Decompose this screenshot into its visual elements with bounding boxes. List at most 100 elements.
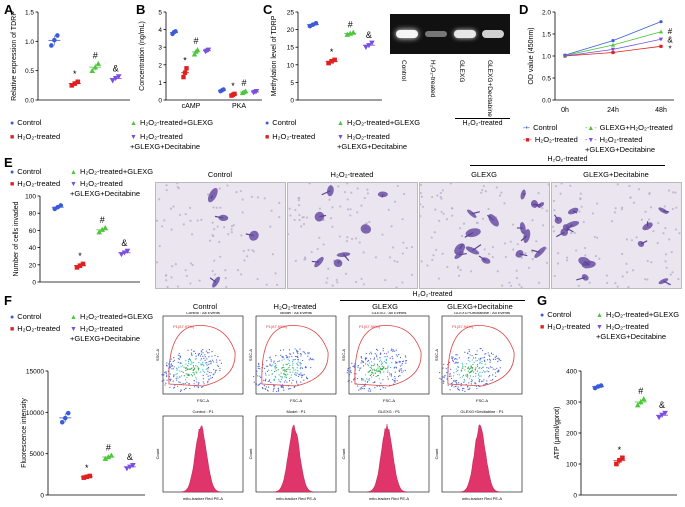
data-point [96, 229, 103, 235]
pore [185, 274, 188, 277]
event-dot [289, 369, 291, 371]
event-dot [377, 367, 379, 369]
pore [503, 202, 506, 205]
data-point [658, 29, 664, 34]
data-point [610, 42, 616, 47]
y-tick-label: 10000 [26, 410, 44, 417]
y-axis-label: Count [155, 448, 160, 460]
pore [487, 252, 491, 256]
pore [344, 272, 348, 275]
event-dot [307, 378, 309, 380]
event-dot [294, 358, 296, 361]
event-dot [303, 374, 305, 376]
event-dot [286, 356, 289, 358]
pore [613, 211, 617, 214]
event-dot [499, 367, 501, 369]
data-point [81, 475, 87, 480]
pore [256, 196, 260, 199]
pore [431, 258, 434, 262]
event-dot [278, 360, 280, 362]
event-dot [186, 369, 188, 371]
event-dot [180, 389, 182, 391]
pore [663, 205, 666, 208]
pore [579, 197, 582, 200]
event-dot [197, 354, 200, 356]
cell-process [471, 211, 480, 215]
data-point [232, 91, 237, 97]
event-dot [394, 350, 396, 352]
event-dot [401, 371, 403, 374]
event-dot [266, 370, 269, 372]
event-dot [496, 367, 498, 369]
pore [508, 281, 511, 284]
significance-mark: & [113, 64, 119, 74]
event-dot [255, 383, 257, 385]
data-point [221, 87, 226, 92]
histogram-peak [366, 424, 408, 493]
event-dot [439, 377, 441, 379]
event-dot [172, 380, 174, 382]
pore [674, 191, 677, 194]
chart-e: 0 20 40 60 80 100 Number of cells invaded * # & [13, 194, 140, 287]
event-dot [494, 368, 496, 371]
pore [241, 211, 244, 214]
circle-icon: ● [10, 314, 15, 321]
event-dot [458, 389, 461, 391]
event-dot [362, 361, 364, 363]
event-dot [301, 367, 304, 369]
event-dot [469, 387, 471, 389]
event-dot [161, 380, 163, 382]
event-dot [467, 370, 469, 372]
pore [356, 187, 359, 190]
event-dot [382, 386, 384, 389]
micro-title: H₂O₂-treated [330, 170, 374, 179]
event-dot [467, 385, 469, 388]
pore [298, 218, 301, 222]
invaded-cell [534, 246, 546, 258]
event-dot [455, 380, 458, 382]
pore [363, 196, 366, 200]
event-dot [368, 359, 370, 362]
event-dot [356, 385, 359, 387]
pore [368, 220, 371, 224]
event-dot [204, 359, 206, 361]
event-dot [176, 368, 178, 370]
event-dot [189, 359, 192, 361]
event-dot [384, 356, 386, 358]
event-dot [296, 363, 298, 365]
event-dot [456, 358, 458, 360]
pore [588, 281, 591, 284]
cell-process [343, 254, 350, 262]
event-dot [267, 365, 269, 367]
event-dot [278, 378, 280, 380]
pore [437, 277, 440, 280]
event-dot [453, 358, 456, 360]
event-dot [186, 368, 188, 370]
event-dot [352, 379, 355, 381]
pore [318, 236, 321, 239]
event-dot [204, 356, 206, 358]
event-dot [392, 349, 394, 351]
event-dot [287, 373, 289, 375]
event-dot [380, 359, 382, 361]
event-dot [448, 375, 451, 377]
event-dot [476, 388, 478, 390]
event-dot [379, 372, 381, 374]
pore [242, 249, 245, 253]
invaded-cell [467, 209, 477, 218]
event-dot [207, 382, 209, 384]
event-dot [485, 383, 487, 385]
event-dot [483, 356, 486, 358]
event-dot [170, 364, 172, 366]
event-dot [387, 351, 389, 353]
triangle-icon: ▲ [337, 120, 344, 127]
event-dot [386, 358, 388, 361]
event-dot [495, 375, 497, 378]
gel-lane-label: H₂O₂-treated [429, 60, 436, 98]
event-dot [468, 368, 470, 370]
event-dot [193, 380, 195, 382]
significance-mark: & [667, 35, 673, 44]
event-dot [169, 378, 171, 380]
event-dot [259, 375, 261, 377]
y-tick-label: 80 [29, 211, 37, 218]
